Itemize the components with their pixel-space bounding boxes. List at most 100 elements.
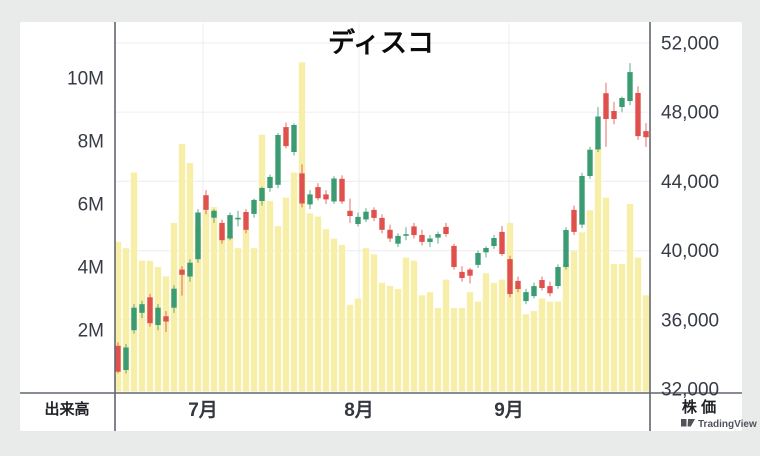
volume-bar xyxy=(282,197,290,392)
volume-bar xyxy=(538,298,546,392)
candle-body-up xyxy=(595,116,601,150)
candle-body-down xyxy=(419,235,425,242)
volume-axis-caption: 出来高 xyxy=(44,400,89,418)
volume-tick-label: 2M xyxy=(78,321,104,342)
tradingview-logo-icon xyxy=(681,419,695,427)
candle-body-up xyxy=(195,212,201,260)
candle-body-down xyxy=(203,195,209,210)
volume-bar xyxy=(634,257,642,392)
candle-body-down xyxy=(459,271,465,278)
candle-body-up xyxy=(123,347,129,370)
volume-bar xyxy=(610,263,618,392)
candle-body-up xyxy=(171,288,177,308)
volume-bar xyxy=(274,226,282,392)
candle-body-down xyxy=(603,93,609,119)
candle-body-up xyxy=(355,216,361,224)
candle-body-down xyxy=(219,222,225,241)
candle-body-up xyxy=(427,238,433,242)
volume-tick-label: 10M xyxy=(67,69,104,90)
candle-body-down xyxy=(147,297,153,324)
volume-bar xyxy=(290,172,298,392)
candle-body-down xyxy=(315,187,321,199)
candle-body-up xyxy=(275,135,281,185)
volume-bar xyxy=(522,314,530,392)
candle-body-up xyxy=(523,292,529,302)
candle-body-up xyxy=(131,307,137,331)
volume-bar xyxy=(258,134,266,392)
volume-bar xyxy=(386,285,394,392)
month-tick-label: 7月 xyxy=(188,400,218,421)
price-tick-label: 32,000 xyxy=(661,380,719,401)
candle-body-down xyxy=(387,229,393,239)
candle-body-up xyxy=(227,215,233,239)
volume-bar xyxy=(354,298,362,392)
candle-body-up xyxy=(363,211,369,220)
candle-body-up xyxy=(251,199,257,214)
volume-tick-label: 4M xyxy=(78,258,104,279)
price-tick-label: 52,000 xyxy=(661,34,719,55)
candle-body-down xyxy=(443,226,449,234)
tradingview-logo[interactable]: TradingView xyxy=(681,419,757,430)
price-tick-label: 48,000 xyxy=(661,103,719,124)
volume-bar xyxy=(298,62,306,392)
volume-bar xyxy=(642,295,650,392)
volume-bar xyxy=(114,241,122,392)
candle-body-up xyxy=(491,238,497,246)
candle-body-up xyxy=(267,176,273,188)
volume-bar xyxy=(314,216,322,392)
volume-bar xyxy=(434,307,442,392)
candle-body-up xyxy=(403,234,409,236)
candle-body-down xyxy=(643,131,649,138)
candle-body-down xyxy=(507,259,513,294)
volume-bar xyxy=(418,295,426,392)
volume-bar xyxy=(362,248,370,392)
candle-body-up xyxy=(259,188,265,201)
volume-bar xyxy=(530,311,538,392)
candle-body-down xyxy=(299,173,305,204)
volume-bar xyxy=(458,307,466,392)
volume-bar xyxy=(234,248,242,392)
candle-body-down xyxy=(347,210,353,216)
candle-body-down xyxy=(635,93,641,137)
price-tick-label: 44,000 xyxy=(661,172,719,193)
candle-body-up xyxy=(579,176,585,225)
candle-body-down xyxy=(499,231,505,254)
volume-bar xyxy=(578,232,586,392)
candle-body-down xyxy=(379,217,385,230)
volume-bar xyxy=(306,213,314,392)
candle-body-up xyxy=(155,307,161,325)
candle-body-up xyxy=(139,304,145,313)
volume-bar xyxy=(346,304,354,392)
volume-bar xyxy=(266,200,274,392)
candle-body-down xyxy=(467,269,473,276)
candle-body-up xyxy=(235,217,241,220)
candle-body-up xyxy=(563,230,569,267)
candle-body-up xyxy=(627,72,633,101)
volume-bar xyxy=(122,248,130,392)
axis-lines xyxy=(20,22,742,431)
candlesticks xyxy=(115,63,649,374)
candle-body-down xyxy=(323,194,329,200)
candle-body-down xyxy=(115,345,121,372)
candle-body-up xyxy=(475,253,481,265)
volume-bar xyxy=(322,229,330,392)
candle-body-down xyxy=(539,280,545,288)
candle-body-down xyxy=(451,245,457,267)
volume-bar xyxy=(402,257,410,392)
price-tick-label: 40,000 xyxy=(661,241,719,262)
candle-body-down xyxy=(339,178,345,202)
candle-body-up xyxy=(555,267,561,286)
volume-bar xyxy=(130,172,138,392)
candle-body-up xyxy=(307,194,313,205)
volume-bar xyxy=(138,260,146,392)
volume-bar xyxy=(594,147,602,392)
volume-bar xyxy=(586,210,594,392)
candle-body-up xyxy=(587,149,593,176)
price-axis-caption: 株 価 xyxy=(682,398,716,416)
volume-bar xyxy=(394,289,402,392)
volume-bar xyxy=(162,276,170,392)
candle-body-down xyxy=(411,226,417,236)
volume-bar xyxy=(370,254,378,392)
